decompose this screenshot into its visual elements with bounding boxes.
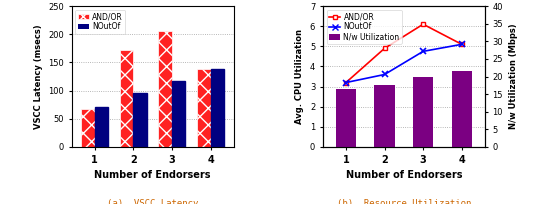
Y-axis label: VSCC Latency (msecs): VSCC Latency (msecs) <box>34 24 42 129</box>
Bar <box>197 69 210 147</box>
Text: (b)  Resource Utilization: (b) Resource Utilization <box>337 199 471 204</box>
NOutOf <box>343 81 349 84</box>
Bar <box>452 71 472 147</box>
Legend: AND/OR, NOutOf, N/w Utilization: AND/OR, NOutOf, N/w Utilization <box>327 10 402 44</box>
NOutOf <box>458 43 465 45</box>
Bar <box>210 69 224 147</box>
Bar <box>120 50 133 147</box>
Text: (a)  VSCC Latency: (a) VSCC Latency <box>107 199 198 204</box>
AND/OR <box>343 81 349 84</box>
NOutOf <box>381 73 388 76</box>
Line: AND/OR: AND/OR <box>343 22 464 85</box>
NOutOf <box>420 50 426 53</box>
Bar <box>159 31 172 147</box>
AND/OR <box>420 23 426 26</box>
AND/OR <box>458 43 465 45</box>
X-axis label: Number of Endorsers: Number of Endorsers <box>345 170 462 180</box>
Legend: AND/OR, NOutOf: AND/OR, NOutOf <box>75 10 125 34</box>
AND/OR <box>381 47 388 50</box>
Bar <box>413 76 433 147</box>
Y-axis label: N/w Utilization (Mbps): N/w Utilization (Mbps) <box>509 24 518 129</box>
Bar <box>133 93 147 147</box>
Line: NOutOf: NOutOf <box>343 42 464 85</box>
Bar <box>95 108 109 147</box>
Bar <box>82 109 95 147</box>
Bar <box>336 89 356 147</box>
Y-axis label: Avg. CPU Utilization: Avg. CPU Utilization <box>295 29 304 124</box>
X-axis label: Number of Endorsers: Number of Endorsers <box>94 170 211 180</box>
Bar <box>172 81 186 147</box>
Bar <box>375 85 395 147</box>
